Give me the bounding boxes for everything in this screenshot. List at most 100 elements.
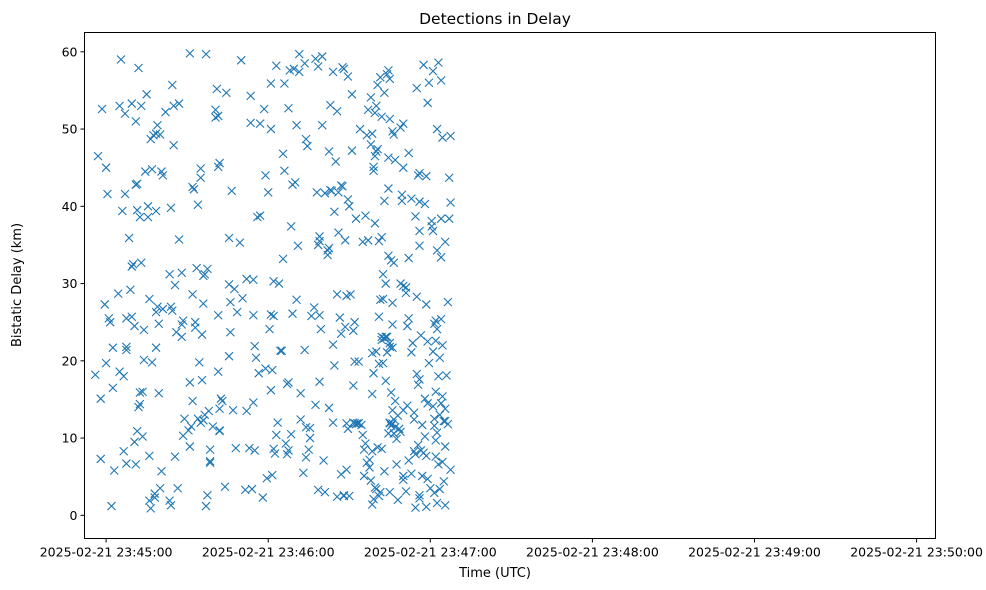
data-point — [438, 340, 447, 350]
data-point — [180, 414, 189, 424]
data-point — [126, 285, 135, 295]
data-point — [436, 398, 446, 408]
data-point — [235, 238, 245, 248]
data-point — [385, 114, 395, 124]
data-point — [374, 236, 384, 246]
data-point — [446, 198, 455, 207]
data-point — [317, 52, 327, 61]
data-point — [201, 501, 211, 511]
data-point — [411, 503, 420, 512]
data-point — [440, 237, 450, 247]
data-point — [101, 358, 111, 368]
data-point — [446, 465, 455, 475]
data-point — [413, 440, 423, 450]
data-point — [281, 439, 291, 448]
data-point — [213, 310, 223, 320]
data-point — [340, 322, 350, 332]
data-point — [286, 429, 296, 439]
data-point — [438, 457, 447, 467]
data-point — [266, 385, 276, 395]
data-point — [404, 313, 414, 323]
data-point — [120, 189, 130, 199]
data-point — [213, 111, 223, 121]
data-point — [384, 184, 393, 193]
data-point — [153, 120, 162, 130]
data-point — [328, 418, 338, 428]
data-point — [348, 326, 358, 336]
data-point — [359, 471, 369, 481]
data-point — [348, 381, 358, 390]
data-point — [424, 358, 434, 368]
data-point — [421, 171, 431, 181]
x-tick-label: 2025-02-21 23:48:00 — [526, 545, 659, 560]
data-point — [344, 201, 354, 211]
data-point — [143, 201, 153, 211]
data-point — [351, 214, 361, 224]
data-point — [167, 80, 177, 90]
data-point — [127, 262, 137, 271]
plot-frame — [84, 32, 936, 539]
data-point — [253, 212, 262, 222]
data-point — [93, 151, 103, 161]
data-point — [369, 368, 378, 378]
data-point — [244, 443, 254, 453]
data-point — [147, 357, 157, 367]
data-point — [255, 211, 265, 220]
data-point — [197, 330, 207, 339]
data-point — [439, 476, 449, 486]
data-point — [415, 490, 424, 500]
data-point — [101, 163, 111, 173]
data-point — [288, 180, 297, 190]
data-point — [432, 324, 442, 334]
data-point — [327, 186, 337, 196]
data-point — [428, 226, 438, 236]
data-point — [377, 112, 387, 122]
data-point — [413, 380, 423, 390]
y-axis: 0 10 20 30 40 50 60 — [62, 44, 85, 523]
data-point — [103, 189, 112, 199]
data-point — [262, 473, 272, 483]
data-point — [255, 119, 265, 129]
data-point — [147, 164, 157, 174]
data-point — [269, 276, 278, 286]
data-point — [220, 482, 230, 492]
data-point — [357, 420, 366, 430]
data-point — [307, 311, 316, 321]
data-point — [394, 424, 404, 434]
data-point — [280, 166, 289, 176]
data-point — [369, 494, 378, 504]
data-point — [354, 419, 364, 428]
data-point — [203, 264, 212, 274]
data-point — [266, 310, 276, 319]
data-point — [421, 502, 431, 512]
data-point — [428, 66, 438, 76]
data-point — [221, 88, 231, 98]
data-point — [377, 335, 387, 345]
data-point — [188, 289, 197, 299]
data-point — [429, 488, 439, 498]
data-point — [390, 396, 400, 406]
data-point — [373, 80, 383, 90]
data-point — [134, 63, 143, 73]
data-point — [443, 419, 453, 429]
data-point — [379, 88, 389, 98]
data-point — [138, 387, 147, 397]
data-point — [198, 299, 208, 309]
data-point — [386, 388, 396, 397]
data-point — [378, 269, 388, 279]
data-point — [169, 140, 179, 150]
data-point — [225, 297, 235, 307]
data-point — [324, 243, 334, 253]
data-point — [315, 310, 324, 320]
data-point — [251, 353, 261, 363]
data-point — [421, 300, 431, 309]
data-point — [413, 171, 423, 180]
data-point — [320, 487, 330, 497]
data-point — [146, 503, 156, 513]
data-point — [138, 432, 147, 441]
data-point — [215, 404, 224, 414]
data-point — [398, 475, 408, 485]
data-point — [169, 101, 179, 111]
data-point — [151, 307, 161, 317]
data-point — [411, 449, 420, 459]
